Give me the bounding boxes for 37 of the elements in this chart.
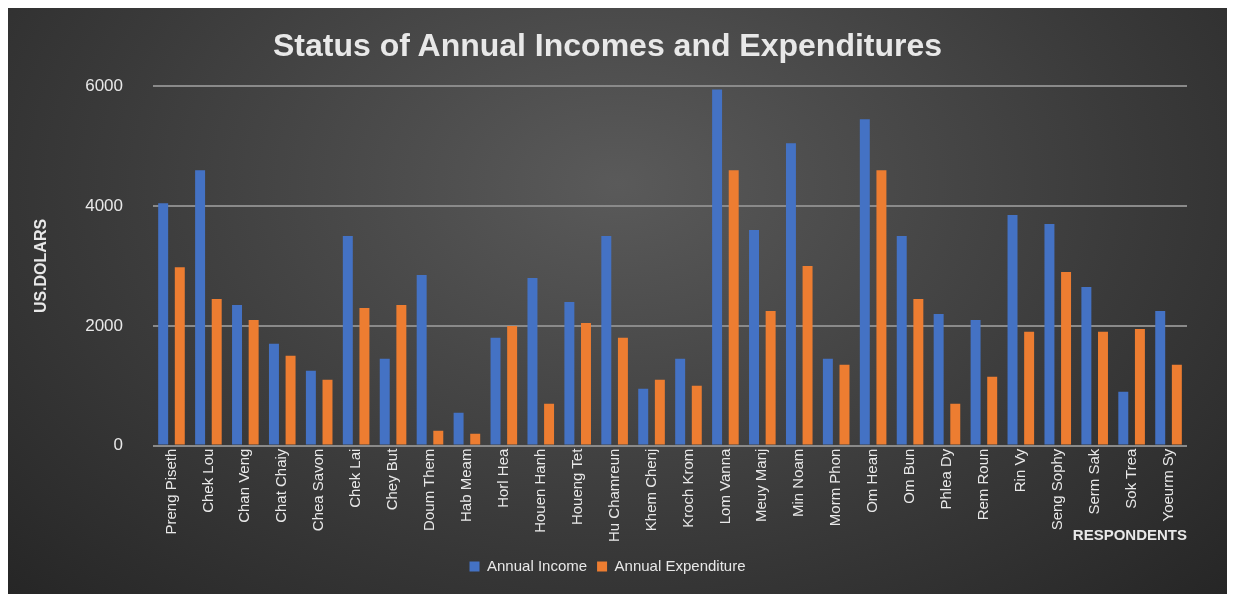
x-tick-label: Phlea Dy (937, 448, 955, 510)
x-tick-label: Chey But (383, 447, 401, 511)
x-tick-label: Chek Lou (198, 448, 216, 513)
x-tick-label: Chat Chaiy (272, 448, 290, 523)
x-axis-title: RESPONDENTS (1072, 526, 1187, 544)
x-tick-label: Hab Meam (457, 448, 475, 522)
x-tick-label: Serm Sak (1084, 448, 1102, 515)
x-tick-label: Hu Chamreun (604, 448, 622, 543)
x-tick-label: Rin Vy (1010, 448, 1028, 493)
x-tick-label: Doum Them (420, 448, 438, 531)
x-tick-label: Morm Phon (826, 448, 844, 527)
legend-label: Annual Expenditure (614, 556, 746, 574)
x-tick-label: Chan Veng (235, 448, 253, 523)
x-tick-label: Om Hean (863, 448, 881, 513)
y-tick-label: 2000 (85, 315, 124, 335)
x-tick-label: Kroch Krom (678, 448, 696, 528)
x-tick-label: Seng Sophy (1047, 448, 1065, 531)
legend-label: Annual Income (487, 556, 588, 574)
y-tick-label: 4000 (85, 195, 124, 215)
x-tick-label: Meuy Manj (752, 448, 770, 522)
x-tick-label: Chea Savon (309, 448, 327, 532)
x-tick-label: Om Bun (900, 448, 918, 504)
x-tick-label: Khem Chenj (641, 448, 659, 532)
x-tick-label: Houeng Tet (567, 447, 585, 526)
x-tick-label: Yoeurm Sy (1158, 448, 1176, 522)
y-tick-label: 6000 (85, 76, 124, 96)
x-tick-label: Rem Roun (974, 448, 992, 521)
x-tick-label: Horl Hea (493, 447, 511, 508)
x-tick-label: Lom Vanna (715, 447, 733, 525)
x-tick-label: Min Noam (789, 448, 807, 517)
x-tick-label: Sok Trea (1121, 447, 1139, 509)
chart-title: Status of Annual Incomes and Expenditures (272, 27, 943, 64)
x-tick-label: Chek Lai (346, 448, 364, 508)
y-tick-label: 0 (113, 435, 124, 455)
x-tick-label: Houen Hanh (530, 448, 548, 533)
y-axis-title: US.DOLARS (32, 218, 50, 314)
x-tick-label: Preng Piseth (161, 448, 179, 535)
